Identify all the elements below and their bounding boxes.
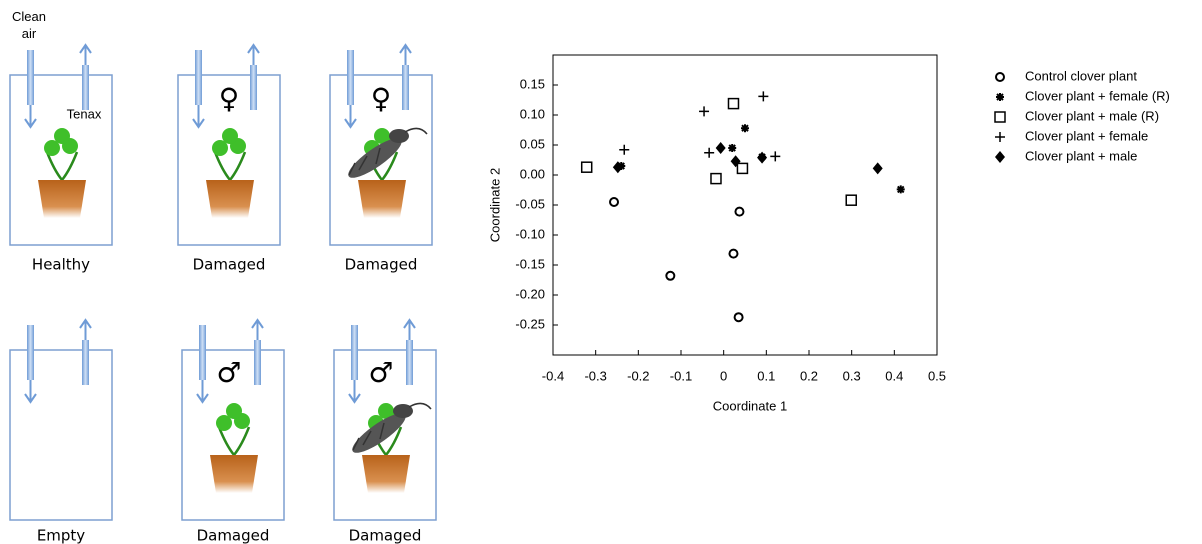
y-tick-label: -0.10 xyxy=(515,226,545,241)
point xyxy=(665,270,676,281)
point xyxy=(710,172,722,185)
panel-label: Damaged xyxy=(193,256,266,274)
point xyxy=(734,206,745,217)
y-tick-label: -0.05 xyxy=(515,196,545,211)
plant xyxy=(36,126,88,220)
point xyxy=(845,194,857,206)
x-axis-label: Coordinate 1 xyxy=(713,398,787,413)
chart: Coordinate 1 Coordinate 2 -0.4 -0.3 -0.2 -0… xyxy=(487,54,1170,413)
y-tick-label: -0.25 xyxy=(515,316,545,331)
legend-label: Clover plant + male (R) xyxy=(1025,108,1159,123)
legend-label: Clover plant + male xyxy=(1025,148,1137,163)
x-tick-label: 0.5 xyxy=(928,368,946,383)
y-axis-label: Coordinate 2 xyxy=(487,168,502,242)
point xyxy=(704,147,715,158)
panel-label: Damaged xyxy=(345,256,418,274)
point xyxy=(728,248,739,259)
point xyxy=(715,142,726,154)
annotation: Clean air xyxy=(12,9,46,41)
chamber xyxy=(9,319,113,521)
y-tick-label: 0.05 xyxy=(520,136,545,151)
y-tick-label: 0.15 xyxy=(520,76,545,91)
x-tick-label: -0.3 xyxy=(584,368,606,383)
point xyxy=(741,124,749,133)
legend-label: Clover plant + female (R) xyxy=(1025,88,1170,103)
point xyxy=(728,144,737,152)
sex-symbol: ♂ xyxy=(368,356,393,389)
point xyxy=(730,155,741,168)
point xyxy=(727,97,740,110)
x-tick-label: 0.2 xyxy=(800,368,818,383)
panel-label: Empty xyxy=(37,527,85,544)
x-tick-label: 0 xyxy=(720,368,727,383)
y-tick-label: -0.15 xyxy=(515,256,545,271)
legend-label: Control clover plant xyxy=(1025,68,1137,83)
x-tick-label: -0.4 xyxy=(542,368,564,383)
sex-symbol: ♂ xyxy=(216,356,241,389)
x-tick-label: 0.3 xyxy=(843,368,861,383)
diagram: Tenax ♀ ♀ ♂ ♂ Healthy Damaged Damaged Em… xyxy=(9,44,437,544)
point xyxy=(736,162,749,175)
sex-symbol: ♀ xyxy=(219,82,240,115)
plant xyxy=(204,126,256,220)
point xyxy=(699,106,710,117)
legend-marker xyxy=(994,111,1006,123)
x-tick-label: 0.4 xyxy=(885,368,903,383)
x-tick-label: -0.2 xyxy=(627,368,649,383)
point xyxy=(619,144,630,155)
point xyxy=(609,197,620,207)
panel-label: Healthy xyxy=(32,256,90,274)
panel-label: Damaged xyxy=(197,527,270,544)
point xyxy=(612,161,623,174)
legend-marker xyxy=(995,72,1005,82)
x-tick-label: -0.1 xyxy=(670,368,692,383)
x-tick-label: 0.1 xyxy=(757,368,775,383)
legend-marker xyxy=(996,93,1004,101)
point xyxy=(896,185,905,194)
point xyxy=(580,161,593,173)
legend-marker xyxy=(995,151,1005,163)
point xyxy=(770,151,781,162)
y-tick-label: 0.10 xyxy=(520,106,545,121)
point xyxy=(733,312,744,323)
legend-label: Clover plant + female xyxy=(1025,128,1148,143)
point xyxy=(872,162,883,175)
point xyxy=(758,91,769,102)
panel-label: Damaged xyxy=(349,527,422,544)
y-tick-label: 0.00 xyxy=(520,166,545,181)
sex-symbol: ♀ xyxy=(371,82,392,115)
y-tick-label: -0.20 xyxy=(515,286,545,301)
legend-marker xyxy=(995,132,1005,142)
plant xyxy=(208,401,260,495)
annotation: Tenax xyxy=(67,106,102,121)
point xyxy=(757,151,768,164)
